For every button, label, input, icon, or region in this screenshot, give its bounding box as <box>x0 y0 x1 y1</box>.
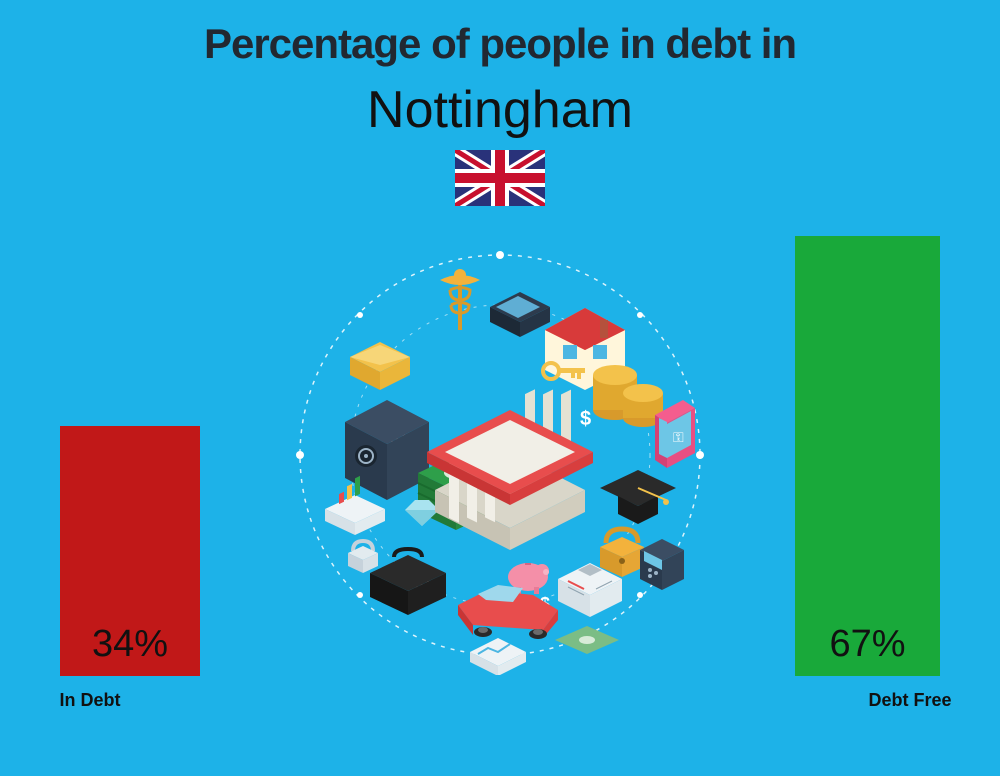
uk-flag-icon <box>455 150 545 206</box>
title-line2: Nottingham <box>0 80 1000 140</box>
bar-in-debt: 34% <box>60 426 200 676</box>
svg-text:$: $ <box>580 408 591 430</box>
finance-icons-illustration: $ $ % % <box>280 235 720 675</box>
svg-text:⚿: ⚿ <box>673 429 684 445</box>
bar-debt-free-label: Debt Free <box>810 690 1000 711</box>
title-line1: Percentage of people in debt in <box>0 20 1000 68</box>
bar-in-debt-label: In Debt <box>0 690 190 711</box>
bar-debt-free: 67% <box>795 236 940 676</box>
bar-debt-free-value: 67% <box>795 623 940 666</box>
bar-in-debt-value: 34% <box>60 623 200 666</box>
